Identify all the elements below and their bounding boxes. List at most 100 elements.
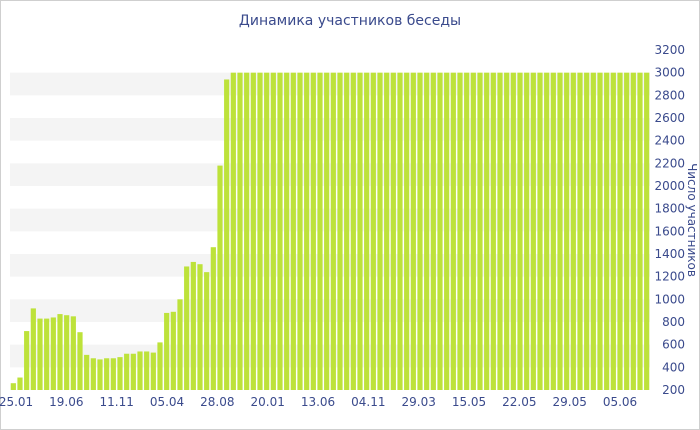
y-tick-label: 600 xyxy=(662,338,685,352)
bar xyxy=(190,261,196,390)
y-tick-label: 3000 xyxy=(654,66,685,80)
bar xyxy=(584,72,590,391)
bar xyxy=(510,72,516,391)
grid-band xyxy=(10,72,650,96)
bar xyxy=(204,272,210,390)
bar xyxy=(290,72,296,391)
bar xyxy=(577,72,583,391)
x-tick-label: 22.05 xyxy=(502,395,536,409)
bar xyxy=(97,359,103,390)
x-tick-label: 19.06 xyxy=(49,395,83,409)
grid-band xyxy=(10,163,650,186)
bar-series xyxy=(10,72,650,391)
bar xyxy=(570,72,576,391)
bar xyxy=(624,72,630,391)
bar xyxy=(370,72,376,391)
bar xyxy=(304,72,310,391)
x-tick-label: 13.06 xyxy=(301,395,335,409)
bar xyxy=(637,72,643,391)
grid-band xyxy=(10,254,650,277)
bar xyxy=(30,308,36,390)
bar xyxy=(24,331,30,390)
bar xyxy=(110,358,116,390)
bar xyxy=(544,72,550,391)
bar xyxy=(450,72,456,391)
bar xyxy=(390,72,396,391)
x-tick-label: 25.01 xyxy=(0,395,33,409)
bar xyxy=(57,314,63,390)
y-tick-label: 800 xyxy=(662,315,685,329)
y-tick-label: 2800 xyxy=(654,88,685,102)
bar xyxy=(310,72,316,391)
bar xyxy=(537,72,543,391)
bar xyxy=(517,72,523,391)
bar xyxy=(44,318,50,390)
grid-bands xyxy=(10,72,650,368)
bar xyxy=(617,72,623,391)
bar xyxy=(70,316,76,390)
x-tick-label: 28.08 xyxy=(200,395,234,409)
y-tick-label: 1400 xyxy=(654,247,685,261)
y-tick-label: 2200 xyxy=(654,156,685,170)
bar xyxy=(230,72,236,391)
bar xyxy=(117,357,123,390)
bar xyxy=(337,72,343,391)
bar xyxy=(644,72,650,391)
x-tick-label: 05.06 xyxy=(603,395,637,409)
bar xyxy=(377,72,383,391)
y-tick-label: 2400 xyxy=(654,134,685,148)
bar xyxy=(277,72,283,391)
grid-band xyxy=(10,118,650,141)
x-tick-label: 11.11 xyxy=(100,395,134,409)
bar xyxy=(77,332,83,390)
bar xyxy=(270,72,276,391)
bar xyxy=(530,72,536,391)
bar xyxy=(477,72,483,391)
bar xyxy=(524,72,530,391)
x-axis-ticks: 25.01 19.06 11.11 05.04 28.08 20.01 13.06 04.11… xyxy=(0,395,637,409)
x-tick-label: 20.01 xyxy=(251,395,285,409)
bar xyxy=(350,72,356,391)
y-tick-label: 3200 xyxy=(654,43,685,57)
bar xyxy=(64,315,70,390)
bar xyxy=(464,72,470,391)
bar xyxy=(130,353,136,390)
bar xyxy=(104,358,110,390)
bar xyxy=(170,311,176,390)
bar xyxy=(264,72,270,391)
x-tick-label: 29.03 xyxy=(402,395,436,409)
x-tick-label: 05.04 xyxy=(150,395,184,409)
y-tick-label: 1800 xyxy=(654,202,685,216)
chart-title: Динамика участников беседы xyxy=(238,13,462,29)
bar xyxy=(597,72,603,391)
bar xyxy=(484,72,490,391)
bar xyxy=(150,352,156,390)
bar xyxy=(157,342,163,390)
bar xyxy=(470,72,476,391)
bar xyxy=(144,351,150,390)
bar xyxy=(417,72,423,391)
bar xyxy=(590,72,596,391)
bar xyxy=(330,72,336,391)
grid-band xyxy=(10,299,650,322)
bar xyxy=(437,72,443,391)
bar xyxy=(364,72,370,391)
bar xyxy=(90,358,96,390)
y-axis-label: Число участников xyxy=(685,163,699,277)
y-tick-label: 200 xyxy=(662,383,685,397)
bar xyxy=(564,72,570,391)
bar xyxy=(177,299,183,390)
bar xyxy=(317,72,323,391)
grid-band xyxy=(10,344,650,368)
bar xyxy=(430,72,436,391)
bar xyxy=(457,72,463,391)
y-tick-label: 1000 xyxy=(654,292,685,306)
bar xyxy=(297,72,303,391)
y-tick-label: 2600 xyxy=(654,111,685,125)
y-tick-label: 400 xyxy=(662,360,685,374)
y-tick-label: 1600 xyxy=(654,224,685,238)
bar xyxy=(244,72,250,391)
bar xyxy=(237,72,243,391)
y-tick-label: 1200 xyxy=(654,270,685,284)
bar xyxy=(497,72,503,391)
